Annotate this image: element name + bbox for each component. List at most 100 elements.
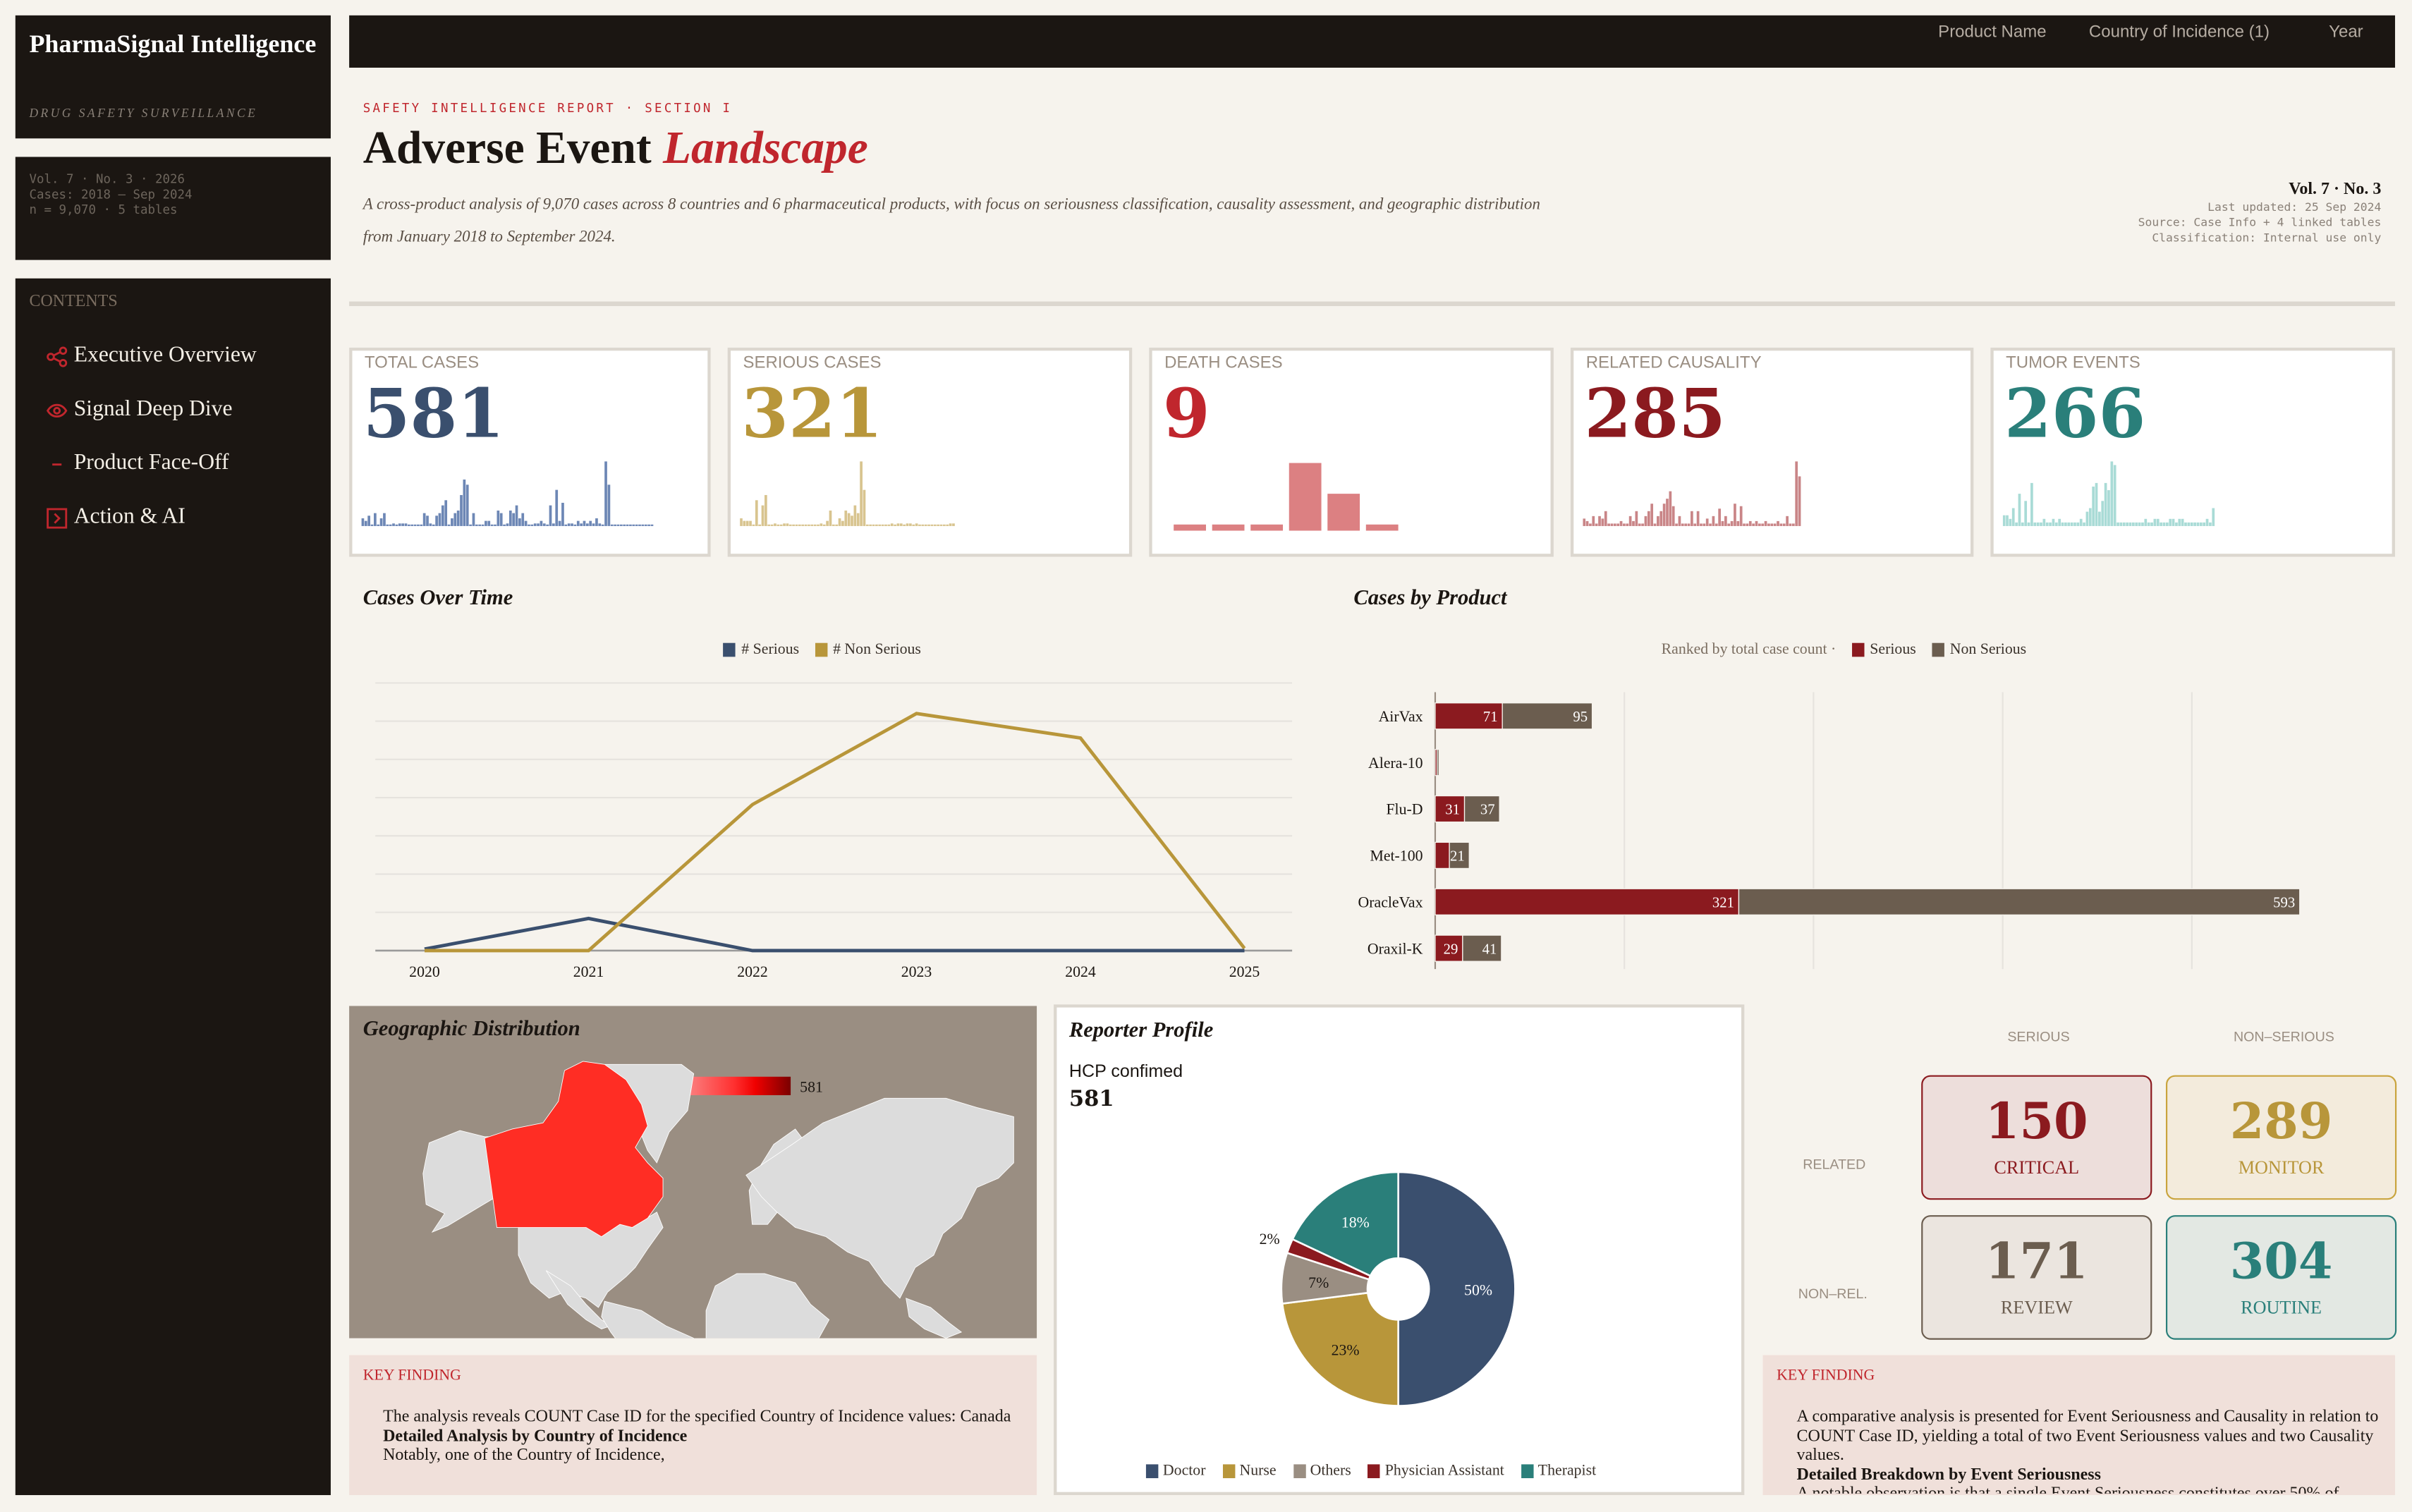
spark-bar xyxy=(1613,523,1616,526)
spark-bar xyxy=(1779,523,1783,526)
spark-bar xyxy=(377,524,380,526)
spark-bar xyxy=(2002,515,2006,526)
spark-bar xyxy=(367,516,370,526)
bar-value-label: 71 xyxy=(1483,709,1498,725)
nav-executive-overview[interactable]: Executive Overview xyxy=(46,343,257,369)
line-legend: # Serious # Non Serious xyxy=(723,642,921,659)
spark-bar xyxy=(2116,522,2119,526)
spark-bar xyxy=(745,520,749,526)
spark-bar xyxy=(555,489,559,526)
category-label: Oraxil-K xyxy=(1368,940,1423,957)
donut-slice[interactable] xyxy=(1291,1171,1399,1277)
legend-label: Nurse xyxy=(1239,1463,1277,1480)
spark-bar xyxy=(2079,518,2083,526)
finding-text: Notably, one of the Country of Incidence… xyxy=(383,1446,665,1465)
legend-swatch xyxy=(1931,642,1944,657)
nav-product-face-off[interactable]: Product Face-Off xyxy=(46,451,229,477)
nav-signal-deep-dive[interactable]: Signal Deep Dive xyxy=(46,397,233,423)
filter-country[interactable]: Country of Incidence (1) xyxy=(2088,23,2270,42)
kpi-value: 285 xyxy=(1584,375,1726,454)
spark-bar xyxy=(2162,522,2166,526)
legend-label: Doctor xyxy=(1162,1463,1206,1480)
spark-bar xyxy=(585,523,589,526)
spark-bar xyxy=(1662,504,1666,526)
meta-line: n = 9,070 · 5 tables xyxy=(29,202,178,217)
spark-bar xyxy=(847,513,851,526)
section-title: Cases by Product xyxy=(1353,587,1507,611)
x-tick-label: 2022 xyxy=(737,963,768,980)
spark-bar xyxy=(2172,518,2175,526)
donut-slice[interactable] xyxy=(1397,1171,1516,1407)
spark-bar xyxy=(481,524,485,526)
spark-bar xyxy=(607,484,611,526)
spark-bar xyxy=(743,520,746,526)
spark-bar xyxy=(835,524,839,526)
meta-line: Vol. 7 · No. 3 · 2026 xyxy=(29,172,185,186)
spark-bar xyxy=(881,524,884,526)
section-title: Geographic Distribution xyxy=(363,1018,580,1042)
spark-bar xyxy=(2128,522,2132,526)
spark-bar xyxy=(2209,522,2212,526)
spark-bar xyxy=(838,518,841,526)
spark-bar xyxy=(924,524,927,526)
spark-bar xyxy=(1632,520,1635,526)
legend-swatch xyxy=(1368,1464,1381,1479)
spark-bar xyxy=(379,518,383,526)
donut-slice[interactable] xyxy=(1281,1291,1399,1407)
bar-segment[interactable] xyxy=(1435,795,1466,823)
matrix-cell-routine[interactable]: 304 ROUTINE xyxy=(2165,1215,2397,1340)
filter-year[interactable]: Year xyxy=(2329,23,2363,42)
matrix-cell-review[interactable]: 171 REVIEW xyxy=(1921,1215,2152,1340)
spark-bar xyxy=(1289,463,1322,531)
spark-bar xyxy=(420,524,423,526)
x-tick-label: 2020 xyxy=(409,963,440,980)
filter-product-name[interactable]: Product Name xyxy=(1938,23,2047,42)
spark-bar xyxy=(465,484,469,526)
spark-bar xyxy=(2083,522,2085,526)
spark-bar xyxy=(1743,523,1746,526)
spark-bar xyxy=(2033,522,2037,526)
kpi-card[interactable]: TOTAL CASES 581 xyxy=(349,347,711,557)
nav-action-ai[interactable]: Action & AI xyxy=(46,504,185,530)
spark-bar xyxy=(863,489,866,526)
bar-segment[interactable] xyxy=(1738,888,2301,915)
world-map[interactable] xyxy=(349,1006,1037,1339)
spark-bar xyxy=(601,524,604,526)
spark-bar xyxy=(906,523,909,526)
spark-bar xyxy=(786,523,789,526)
cell-label: REVIEW xyxy=(2000,1296,2073,1319)
category-label: OracleVax xyxy=(1358,894,1423,910)
kpi-card[interactable]: TUMOR EVENTS 266 xyxy=(1990,347,2395,557)
kpi-card[interactable]: DEATH CASES 9 xyxy=(1149,347,1554,557)
kpi-value: 266 xyxy=(2004,375,2146,454)
spark-bar xyxy=(2205,518,2209,526)
spark-bar xyxy=(2175,522,2178,526)
spark-bar xyxy=(1365,524,1399,531)
cell-value: 150 xyxy=(1985,1092,2088,1151)
spark-bar xyxy=(1709,523,1712,526)
spark-bar xyxy=(2040,522,2042,526)
x-tick-label: 2021 xyxy=(573,963,604,980)
kpi-card[interactable]: SERIOUS CASES 321 xyxy=(727,347,1133,557)
spark-bar xyxy=(392,523,395,526)
eye-icon xyxy=(46,403,68,417)
spark-bar xyxy=(792,524,795,526)
spark-bar xyxy=(506,523,509,526)
spark-bar xyxy=(537,523,540,526)
bar-segment[interactable] xyxy=(1502,702,1593,730)
spark-bar xyxy=(398,523,401,526)
spark-bar xyxy=(1755,520,1758,526)
matrix-cell-critical[interactable]: 150 CRITICAL xyxy=(1921,1075,2152,1200)
kpi-card[interactable]: RELATED CAUSALITY 285 xyxy=(1570,347,1974,557)
spark-bar xyxy=(1604,511,1607,526)
spark-bar xyxy=(518,518,521,526)
bar-segment[interactable] xyxy=(1436,748,1439,776)
bar-segment[interactable] xyxy=(1462,934,1502,962)
page-title: Adverse Event Landscape xyxy=(363,123,868,175)
bar-segment[interactable] xyxy=(1449,841,1470,870)
matrix-cell-monitor[interactable]: 289 MONITOR xyxy=(2165,1075,2397,1200)
bar-segment[interactable] xyxy=(1463,795,1500,823)
bar-segment[interactable] xyxy=(1435,702,1503,730)
spark-bar xyxy=(1705,518,1709,526)
bar-segment[interactable] xyxy=(1435,888,1740,915)
